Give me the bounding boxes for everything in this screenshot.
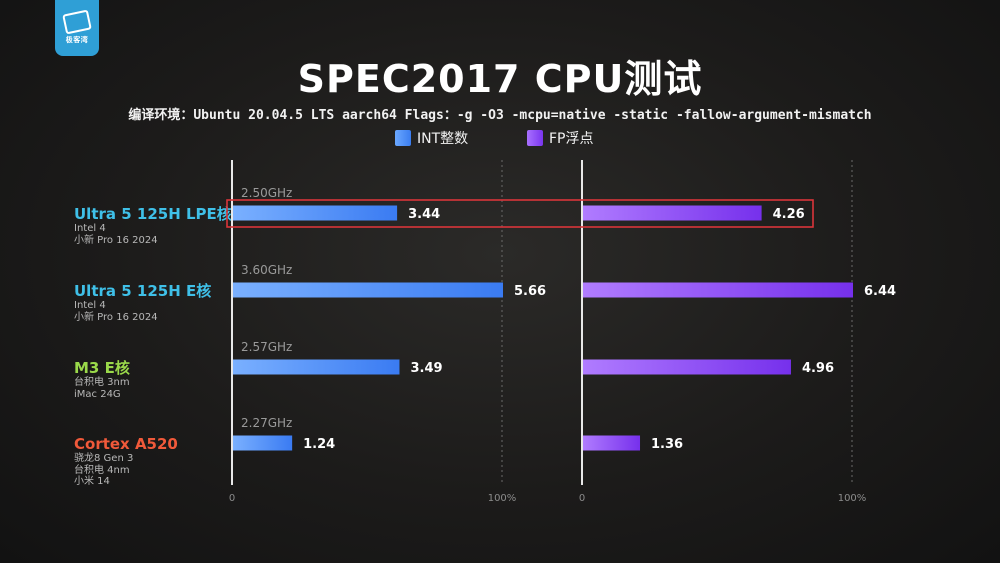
data-label: 3.49 <box>410 361 442 376</box>
cpu-name: M3 E核 <box>74 359 130 377</box>
cpu-process: 台积电 3nm <box>74 377 130 389</box>
cpu-process: Intel 4 <box>74 300 106 312</box>
data-label: 6.44 <box>864 284 896 299</box>
cpu-label-1: Ultra 5 125H E核 Intel 4 小新 Pro 16 2024 <box>74 282 212 323</box>
bar <box>233 282 503 298</box>
frequency-label: 3.60GHz <box>241 263 292 277</box>
cpu-label-2: M3 E核 台积电 3nm iMac 24G <box>74 359 130 400</box>
legend-label-int: INT整数 <box>417 131 469 147</box>
cpu-process: Intel 4 <box>74 223 106 235</box>
legend-swatch-fp <box>527 130 543 146</box>
bar <box>583 359 791 375</box>
cpu-device: iMac 24G <box>74 388 121 400</box>
axis-tick-label: 100% <box>838 493 867 504</box>
cpu-name: Ultra 5 125H LPE核 <box>74 205 232 223</box>
axis-tick-label: 100% <box>488 493 517 504</box>
axis-tick-label: 0 <box>229 493 235 504</box>
data-label: 3.44 <box>408 207 440 222</box>
frequency-label: 2.27GHz <box>241 416 292 430</box>
bar <box>233 359 400 375</box>
legend-label-fp: FP浮点 <box>549 131 594 147</box>
bar <box>233 205 398 221</box>
cpu-label-0: Ultra 5 125H LPE核 Intel 4 小新 Pro 16 2024 <box>74 205 232 246</box>
cpu-soc: 骁龙8 Gen 3 <box>74 453 134 465</box>
chart-title: SPEC2017 CPU测试 <box>297 57 703 101</box>
data-label: 1.36 <box>651 437 683 452</box>
legend-swatch-int <box>395 130 411 146</box>
bar <box>583 205 762 221</box>
cpu-name: Ultra 5 125H E核 <box>74 282 212 300</box>
data-label: 5.66 <box>514 284 546 299</box>
bar <box>583 282 853 298</box>
frequency-label: 2.57GHz <box>241 340 292 354</box>
axis-tick-label: 0 <box>579 493 585 504</box>
frequency-label: 2.50GHz <box>241 186 292 200</box>
chart-subtitle: 编译环境：Ubuntu 20.04.5 LTS aarch64 Flags：-g… <box>128 108 872 123</box>
cpu-device: 小新 Pro 16 2024 <box>74 311 158 323</box>
cpu-device: 小新 Pro 16 2024 <box>74 234 158 246</box>
cpu-device: 小米 14 <box>74 476 110 488</box>
data-label: 1.24 <box>303 437 335 452</box>
cpu-name: Cortex A520 <box>74 435 178 453</box>
data-label: 4.96 <box>802 361 834 376</box>
bar <box>233 435 293 451</box>
logo-text: 极客湾 <box>65 35 89 44</box>
highlight-box <box>226 199 814 228</box>
legend-item-int: INT整数 <box>395 128 468 148</box>
bar <box>583 435 641 451</box>
data-label: 4.26 <box>773 207 805 222</box>
legend-item-fp: FP浮点 <box>527 128 594 148</box>
cpu-process: 台积电 4nm <box>74 464 130 476</box>
brand-logo: 极客湾 <box>55 0 99 56</box>
cpu-label-3: Cortex A520 骁龙8 Gen 3 台积电 4nm 小米 14 <box>74 435 178 488</box>
